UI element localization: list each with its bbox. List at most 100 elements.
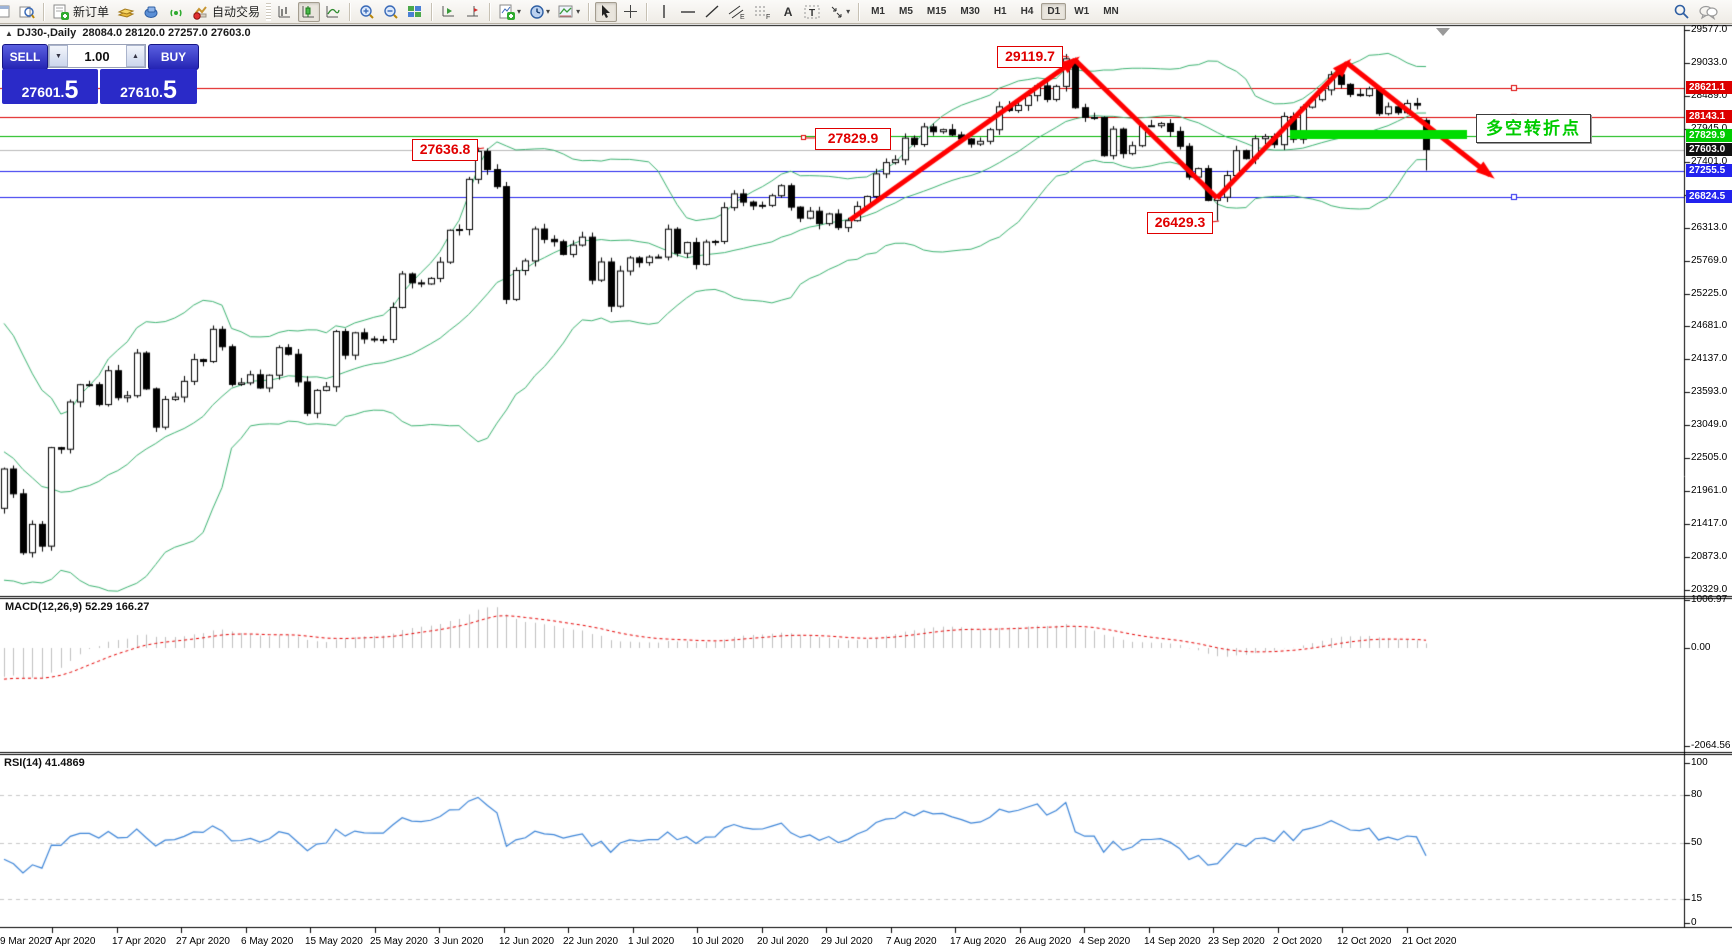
- price-axis-tick: 27945.0: [1691, 123, 1727, 134]
- main-toolbar: 新订单 自动交易 ▾: [0, 0, 1732, 24]
- price-axis-tick: 24137.0: [1691, 353, 1728, 365]
- volume-up-button[interactable]: ▲: [126, 45, 145, 67]
- date-axis-label: 23 Sep 2020: [1208, 936, 1265, 947]
- fibonacci-icon[interactable]: F: [751, 2, 775, 22]
- symbol-period-label: DJ30-,Daily: [16, 27, 77, 39]
- chevron-down-icon: ▾: [546, 7, 551, 16]
- toolbar-separator: [489, 2, 492, 21]
- timeframe-m1-button[interactable]: M1: [871, 6, 885, 17]
- rsi-label: RSI(14) 41.4869: [4, 757, 85, 769]
- tile-windows-icon[interactable]: [404, 2, 426, 22]
- market-watch-icon[interactable]: [16, 2, 38, 22]
- buy-price-display[interactable]: 27610. 5: [100, 69, 197, 104]
- date-axis-label: 26 Aug 2020: [1015, 936, 1072, 947]
- timeframe-m30-button[interactable]: M30: [960, 6, 980, 17]
- note-text-box[interactable]: 多空转折点: [1476, 114, 1591, 143]
- price-axis-tick: 25225.0: [1691, 287, 1728, 299]
- periods-icon[interactable]: ▾: [526, 2, 553, 22]
- macd-title: MACD(12,26,9): [5, 601, 83, 613]
- text-icon[interactable]: A: [783, 4, 793, 19]
- timeframe-h4-button[interactable]: H4: [1020, 6, 1034, 17]
- date-axis-label: 22 Jun 2020: [563, 936, 619, 947]
- autotrading-button[interactable]: 自动交易: [189, 2, 263, 22]
- timeframe-w1-button[interactable]: W1: [1074, 6, 1090, 17]
- date-axis-label: 17 Aug 2020: [950, 936, 1007, 947]
- history-center-icon[interactable]: [114, 2, 138, 22]
- sell-price-fraction: 5: [64, 76, 79, 104]
- buy-button[interactable]: BUY: [148, 44, 199, 70]
- price-annotation-label[interactable]: 27829.9: [815, 128, 891, 150]
- zoom-out-icon[interactable]: [380, 2, 402, 22]
- price-axis-tick: 27401.0: [1691, 155, 1728, 167]
- ohlc-values: 28084.0 28120.0 27257.0 27603.0: [82, 27, 251, 39]
- search-icon[interactable]: [1670, 2, 1693, 22]
- arrows-icon[interactable]: ▾: [826, 2, 853, 22]
- price-annotation-label[interactable]: 26429.3: [1147, 212, 1213, 234]
- price-axis-tick: 28489.0: [1691, 89, 1728, 101]
- sell-price-main: 27601.: [21, 84, 65, 100]
- timeframe-h1-button[interactable]: H1: [993, 6, 1007, 17]
- rsi-title: RSI(14): [4, 757, 42, 769]
- cursor-icon[interactable]: [595, 1, 618, 22]
- toolbar-separator: [858, 2, 861, 21]
- macd-axis-tick: 0.00: [1691, 642, 1711, 653]
- new-order-button[interactable]: 新订单: [50, 2, 112, 22]
- rsi-axis-tick: 100: [1691, 757, 1708, 768]
- candlestick-chart-icon[interactable]: [298, 1, 321, 22]
- crosshair-icon[interactable]: [619, 2, 641, 22]
- chart-shift-icon[interactable]: [462, 2, 484, 22]
- price-axis-tick: 24681.0: [1691, 320, 1728, 332]
- new-order-label: 新订单: [73, 5, 110, 19]
- buy-price-main: 27610.: [120, 84, 163, 100]
- timeframe-mn-button[interactable]: MN: [1103, 6, 1119, 17]
- horizontal-line-icon[interactable]: [677, 2, 699, 22]
- vertical-line-icon[interactable]: [653, 2, 675, 22]
- bar-chart-icon[interactable]: [274, 2, 296, 22]
- timeframe-m5-button[interactable]: M5: [899, 6, 913, 17]
- price-axis-tick: 23049.0: [1691, 419, 1728, 431]
- date-axis-label: 2 Oct 2020: [1273, 936, 1322, 947]
- collapse-arrow-icon[interactable]: ▲: [5, 29, 13, 38]
- volume-input[interactable]: 1.00: [84, 48, 110, 64]
- zoom-in-icon[interactable]: [356, 2, 378, 22]
- timeframe-m15-button[interactable]: M15: [926, 6, 947, 17]
- timeframe-d1-button[interactable]: D1: [1041, 3, 1067, 20]
- price-annotation-label[interactable]: 29119.7: [997, 46, 1063, 68]
- date-axis-label: 7 Aug 2020: [886, 936, 937, 947]
- text-label-icon[interactable]: T: [801, 2, 824, 22]
- indicators-icon[interactable]: ▾: [496, 2, 524, 22]
- chat-icon[interactable]: [1695, 2, 1721, 22]
- svg-text:F: F: [766, 14, 770, 20]
- community-icon[interactable]: [140, 2, 163, 22]
- chart-shift-marker: [1436, 28, 1450, 36]
- toolbar-separator: [349, 2, 352, 21]
- trendline-icon[interactable]: [701, 2, 723, 22]
- sell-price-display[interactable]: 27601. 5: [2, 69, 98, 104]
- signals-icon[interactable]: [165, 2, 187, 22]
- rsi-axis-tick: 15: [1691, 893, 1703, 904]
- chart-window-icon[interactable]: [0, 2, 14, 22]
- chevron-down-icon: ▾: [846, 7, 851, 16]
- toolbar-separator: [43, 2, 45, 21]
- line-chart-icon[interactable]: [322, 2, 344, 22]
- macd-values: 52.29 166.27: [85, 601, 150, 613]
- price-level-badge: 27255.5: [1686, 164, 1732, 178]
- date-axis-label: 9 Mar 2020: [0, 936, 51, 947]
- volume-down-button[interactable]: ▼: [49, 45, 68, 67]
- price-annotation-label[interactable]: 27636.8: [412, 139, 478, 161]
- date-axis-label: 27 Apr 2020: [176, 936, 230, 947]
- sell-button[interactable]: SELL: [2, 44, 48, 70]
- price-axis-tick: 26313.0: [1691, 221, 1728, 233]
- date-axis-label: 12 Jun 2020: [499, 936, 555, 947]
- channel-icon[interactable]: E: [725, 2, 749, 22]
- auto-scroll-icon[interactable]: [438, 2, 460, 22]
- autotrading-label: 自动交易: [212, 5, 261, 19]
- templates-icon[interactable]: ▾: [555, 2, 583, 22]
- date-axis-label: 21 Oct 2020: [1402, 936, 1457, 947]
- date-axis-label: 25 May 2020: [370, 936, 428, 947]
- price-level-badge: 28143.1: [1686, 110, 1732, 124]
- date-axis-label: 4 Sep 2020: [1079, 936, 1131, 947]
- price-axis-tick: 22505.0: [1691, 452, 1728, 464]
- toolbar-grip: [266, 2, 272, 21]
